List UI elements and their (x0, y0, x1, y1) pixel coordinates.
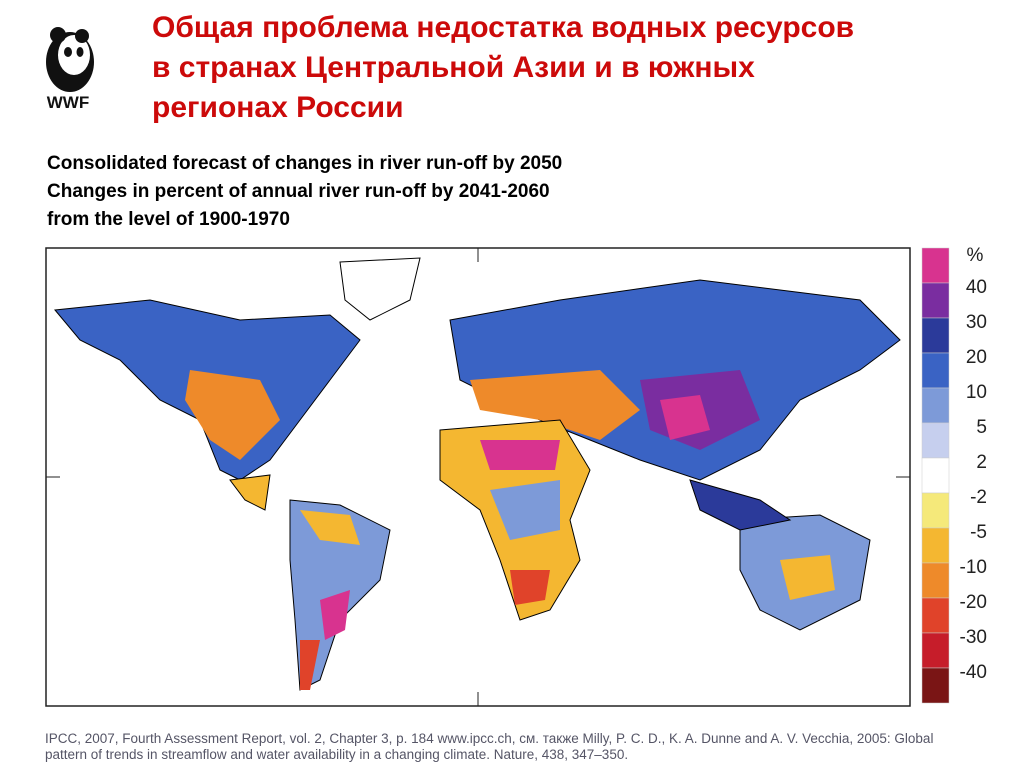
colorbar-swatch (921, 597, 950, 634)
colorbar-swatch (921, 317, 950, 354)
source: IPCC, 2007, Fourth Assessment Report, vo… (45, 731, 933, 763)
colorbar-swatch (921, 492, 950, 529)
colorbar-swatch (921, 387, 950, 424)
colorbar-label: 2 (976, 452, 987, 473)
title-line: регионах России (152, 91, 404, 124)
source-line: IPCC, 2007, Fourth Assessment Report, vo… (45, 731, 934, 746)
colorbar-swatch (921, 457, 950, 494)
colorbar-label: 5 (976, 417, 987, 438)
title: Общая проблема недостатка водных ресурсо… (152, 8, 854, 128)
colorbar-label: -30 (960, 627, 987, 648)
colorbar-swatch (921, 282, 950, 319)
colorbar-label: 40 (966, 277, 987, 298)
colorbar-swatch (921, 632, 950, 669)
colorbar-label: -5 (970, 522, 987, 543)
artwork: WWF % 40 30 20 10 5 2 -2 -5 -10 -20 -30 -40 (45, 27, 987, 707)
colorbar-unit: % (967, 245, 984, 266)
caption-line: Consolidated forecast of changes in rive… (47, 153, 563, 174)
colorbar-swatch (921, 667, 950, 704)
colorbar-swatch (921, 527, 950, 564)
colorbar-label: 30 (966, 312, 987, 333)
colorbar-swatch (921, 247, 950, 284)
colorbar: % 40 30 20 10 5 2 -2 -5 -10 -20 -30 -40 (921, 245, 987, 704)
colorbar-label: -20 (960, 592, 987, 613)
colorbar-label: -40 (960, 662, 987, 683)
caption-line: Changes in percent of annual river run-o… (47, 181, 550, 202)
wwf-logo: WWF (46, 27, 94, 112)
colorbar-label: 10 (966, 382, 987, 403)
colorbar-swatch (921, 422, 950, 459)
colorbar-swatch (921, 352, 950, 389)
title-line: Общая проблема недостатка водных ресурсо… (152, 11, 855, 44)
logo-text: WWF (47, 93, 89, 112)
colorbar-label: -2 (970, 487, 987, 508)
colorbar-label: -10 (960, 557, 987, 578)
caption: Consolidated forecast of changes in rive… (47, 150, 562, 234)
caption-line: from the level of 1900-1970 (47, 209, 290, 230)
source-line: pattern of trends in streamflow and wate… (45, 747, 629, 762)
map (45, 247, 911, 707)
title-line: в странах Центральной Азии и в южных (152, 51, 755, 84)
colorbar-swatch (921, 562, 950, 599)
colorbar-label: 20 (966, 347, 987, 368)
